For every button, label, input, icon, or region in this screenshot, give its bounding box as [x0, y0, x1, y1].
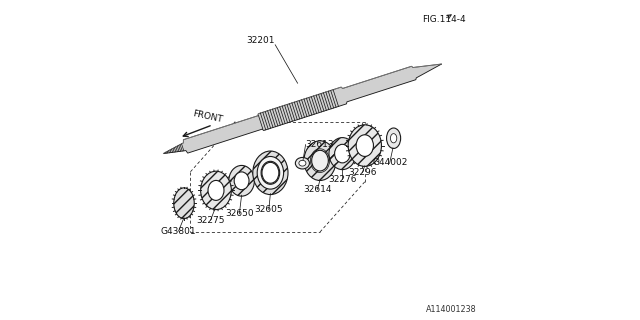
Ellipse shape [348, 125, 381, 166]
Text: G44002: G44002 [372, 158, 408, 167]
Ellipse shape [387, 128, 401, 148]
Ellipse shape [208, 180, 224, 200]
Ellipse shape [234, 172, 249, 190]
Ellipse shape [299, 160, 306, 166]
Text: 32276: 32276 [328, 175, 356, 184]
Text: A114001238: A114001238 [426, 305, 477, 314]
Polygon shape [163, 64, 442, 154]
Ellipse shape [329, 138, 356, 170]
Ellipse shape [174, 188, 195, 219]
Ellipse shape [201, 171, 232, 210]
Ellipse shape [253, 151, 288, 195]
Text: FRONT: FRONT [191, 109, 223, 124]
Text: 32605: 32605 [255, 205, 283, 214]
Ellipse shape [335, 144, 350, 163]
Text: G43801: G43801 [161, 227, 196, 236]
Ellipse shape [312, 150, 328, 171]
Text: 32650: 32650 [225, 209, 253, 218]
Ellipse shape [304, 141, 336, 180]
Ellipse shape [228, 165, 255, 196]
Ellipse shape [257, 156, 284, 189]
Text: 32201: 32201 [246, 36, 275, 45]
Ellipse shape [262, 162, 279, 183]
Ellipse shape [390, 134, 397, 143]
Ellipse shape [295, 157, 310, 169]
Ellipse shape [356, 135, 374, 156]
Text: 32275: 32275 [196, 216, 225, 225]
Text: 32614: 32614 [303, 185, 332, 194]
Text: 32613: 32613 [306, 140, 334, 149]
Text: FIG.114-4: FIG.114-4 [422, 15, 466, 24]
Ellipse shape [261, 161, 280, 184]
Text: 32296: 32296 [348, 168, 376, 177]
